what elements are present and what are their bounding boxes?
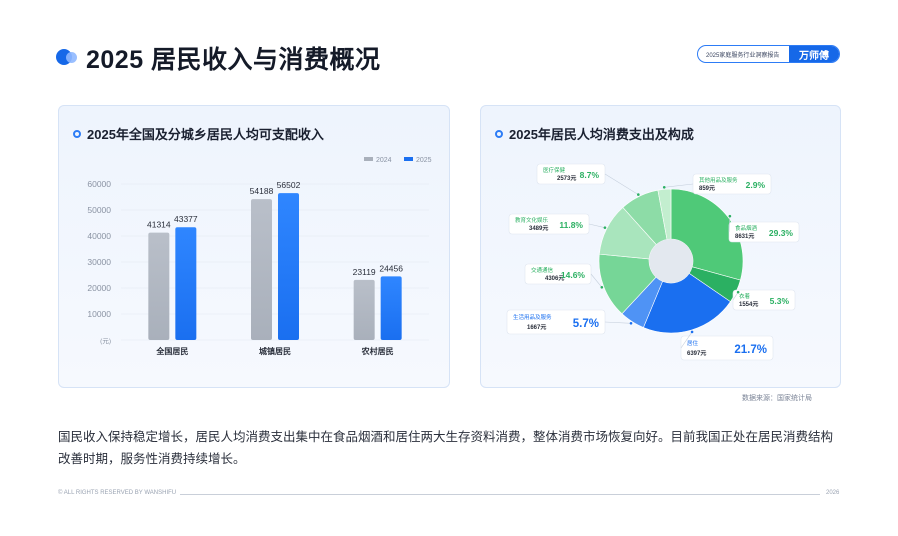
slice-value: 2573元 — [557, 175, 576, 182]
slice-label: 衣着 — [739, 292, 751, 300]
y-tick-label: 60000 — [87, 179, 111, 189]
slice-value: 1667元 — [527, 324, 546, 331]
bar-2024 — [353, 279, 375, 340]
slice-percent: 8.7% — [580, 170, 600, 180]
callout-connector — [664, 183, 694, 188]
x-category-label: 农村居民 — [361, 346, 394, 356]
slice-value: 1554元 — [739, 301, 758, 308]
callout-dot — [690, 330, 694, 334]
callout-dot — [603, 226, 607, 229]
callout-connector — [680, 331, 693, 349]
bar-value-label: 24456 — [379, 263, 403, 273]
callout-connector — [732, 291, 739, 301]
summary-paragraph: 国民收入保持稳定增长，居民人均消费支出集中在食品烟酒和居住两大生存资料消费，整体… — [58, 430, 834, 466]
bar-2025 — [175, 227, 197, 340]
x-category-label: 全国居民 — [155, 346, 188, 356]
legend-swatch-2025 — [404, 157, 413, 161]
donut-hole — [649, 239, 693, 283]
footer-year: 2026 — [826, 490, 840, 496]
page-header: 2025 居民收入与消费概况 — [56, 40, 381, 76]
bar-2024 — [251, 199, 272, 340]
footer-copyright: © ALL RIGHTS RESERVED BY WANSHIFU — [58, 490, 177, 496]
legend-swatch-2024 — [364, 157, 373, 161]
callout-3: 生活用品及服务 1667元 5.7% — [506, 309, 633, 335]
slice-label: 生活用品及服务 — [513, 313, 552, 321]
slice-percent: 2.9% — [746, 180, 766, 190]
slice-label: 教育文化娱乐 — [515, 216, 549, 224]
bar-value-label: 54188 — [250, 186, 274, 196]
data-source: 数据来源：国家统计局 — [742, 395, 812, 402]
legend-label: 2025 — [416, 157, 432, 164]
slice-label: 交通通信 — [531, 266, 554, 274]
title-dots-icon — [56, 47, 82, 69]
callout-connector — [604, 321, 632, 324]
bar-value-label: 23119 — [353, 267, 376, 277]
bar-value-label: 41314 — [147, 220, 171, 230]
callout-dot — [629, 321, 633, 325]
slice-label: 居住 — [687, 339, 699, 347]
y-tick-label: 50000 — [87, 205, 111, 215]
slice-label: 食品烟酒 — [735, 224, 758, 232]
slice-percent: 14.6% — [561, 270, 586, 280]
slice-percent: 5.7% — [573, 318, 599, 330]
slice-percent: 11.8% — [559, 220, 583, 230]
income-chart-title-text: 2025年全国及分城乡居民人均可支配收入 — [87, 127, 324, 142]
callout-dot — [736, 290, 740, 294]
x-category-label: 城镇居民 — [259, 346, 291, 356]
consumption-chart-title-text: 2025年居民人均消费支出及构成 — [509, 127, 694, 142]
callout-connector — [590, 273, 603, 288]
bar-2025 — [380, 276, 402, 340]
bar-2024 — [148, 232, 170, 340]
legend-label: 2024 — [376, 157, 392, 164]
ring-bullet-icon — [495, 129, 503, 138]
pie-slice-0 — [670, 188, 744, 281]
brand-report-label: 2025家庭服务行业洞察报告 — [706, 52, 780, 59]
slice-value: 8631元 — [735, 233, 754, 240]
callout-dot — [728, 214, 732, 218]
y-axis-unit: (元) — [100, 337, 111, 345]
callout-connector — [604, 173, 639, 195]
y-tick-label: 20000 — [87, 283, 111, 293]
slice-value: 3489元 — [529, 225, 548, 232]
slice-percent: 21.7% — [734, 344, 767, 356]
y-tick-label: 30000 — [87, 257, 111, 267]
callout-dot — [600, 286, 604, 289]
brand-badge: 2025家庭服务行业洞察报告 万师傅 — [697, 45, 840, 63]
brand-logo: 万师傅 — [789, 46, 839, 62]
slice-value: 6397元 — [687, 350, 706, 357]
income-bar-chart: 10000 20000 30000 40000 50000 60000 (元) 4131443… — [87, 157, 432, 356]
callout-dot — [662, 186, 666, 189]
page-title: 2025 居民收入与消费概况 — [86, 46, 381, 74]
footer-divider — [180, 494, 820, 495]
consumption-chart-panel: 2025年居民人均消费支出及构成 食品烟酒 8631元 29.3% 衣着 1554元 5.… — [480, 105, 841, 388]
bar-value-label: 43377 — [174, 214, 198, 224]
callout-connector — [588, 223, 606, 228]
slice-label: 其他用品及服务 — [699, 176, 738, 184]
callout-dot — [637, 193, 640, 196]
slice-percent: 5.3% — [770, 296, 790, 306]
slice-label: 医疗保健 — [543, 166, 566, 174]
bar-value-label: 56502 — [277, 180, 301, 190]
y-tick-label: 40000 — [87, 231, 111, 241]
slice-percent: 29.3% — [769, 228, 794, 238]
callout-connector — [728, 216, 731, 233]
slice-value: 859元 — [699, 185, 715, 192]
consumption-chart-title: 2025年居民人均消费支出及构成 — [495, 124, 694, 143]
ring-bullet-icon — [73, 129, 81, 138]
callout-2: 居住 6397元 21.7% — [680, 330, 774, 361]
income-chart-title: 2025年全国及分城乡居民人均可支配收入 — [73, 124, 324, 143]
y-tick-label: 10000 — [87, 309, 111, 319]
income-chart-panel: 2025年全国及分城乡居民人均可支配收入 10000 20000 30000 4000… — [58, 105, 450, 388]
bar-2025 — [278, 193, 299, 340]
slice-value: 4306元 — [545, 275, 564, 282]
